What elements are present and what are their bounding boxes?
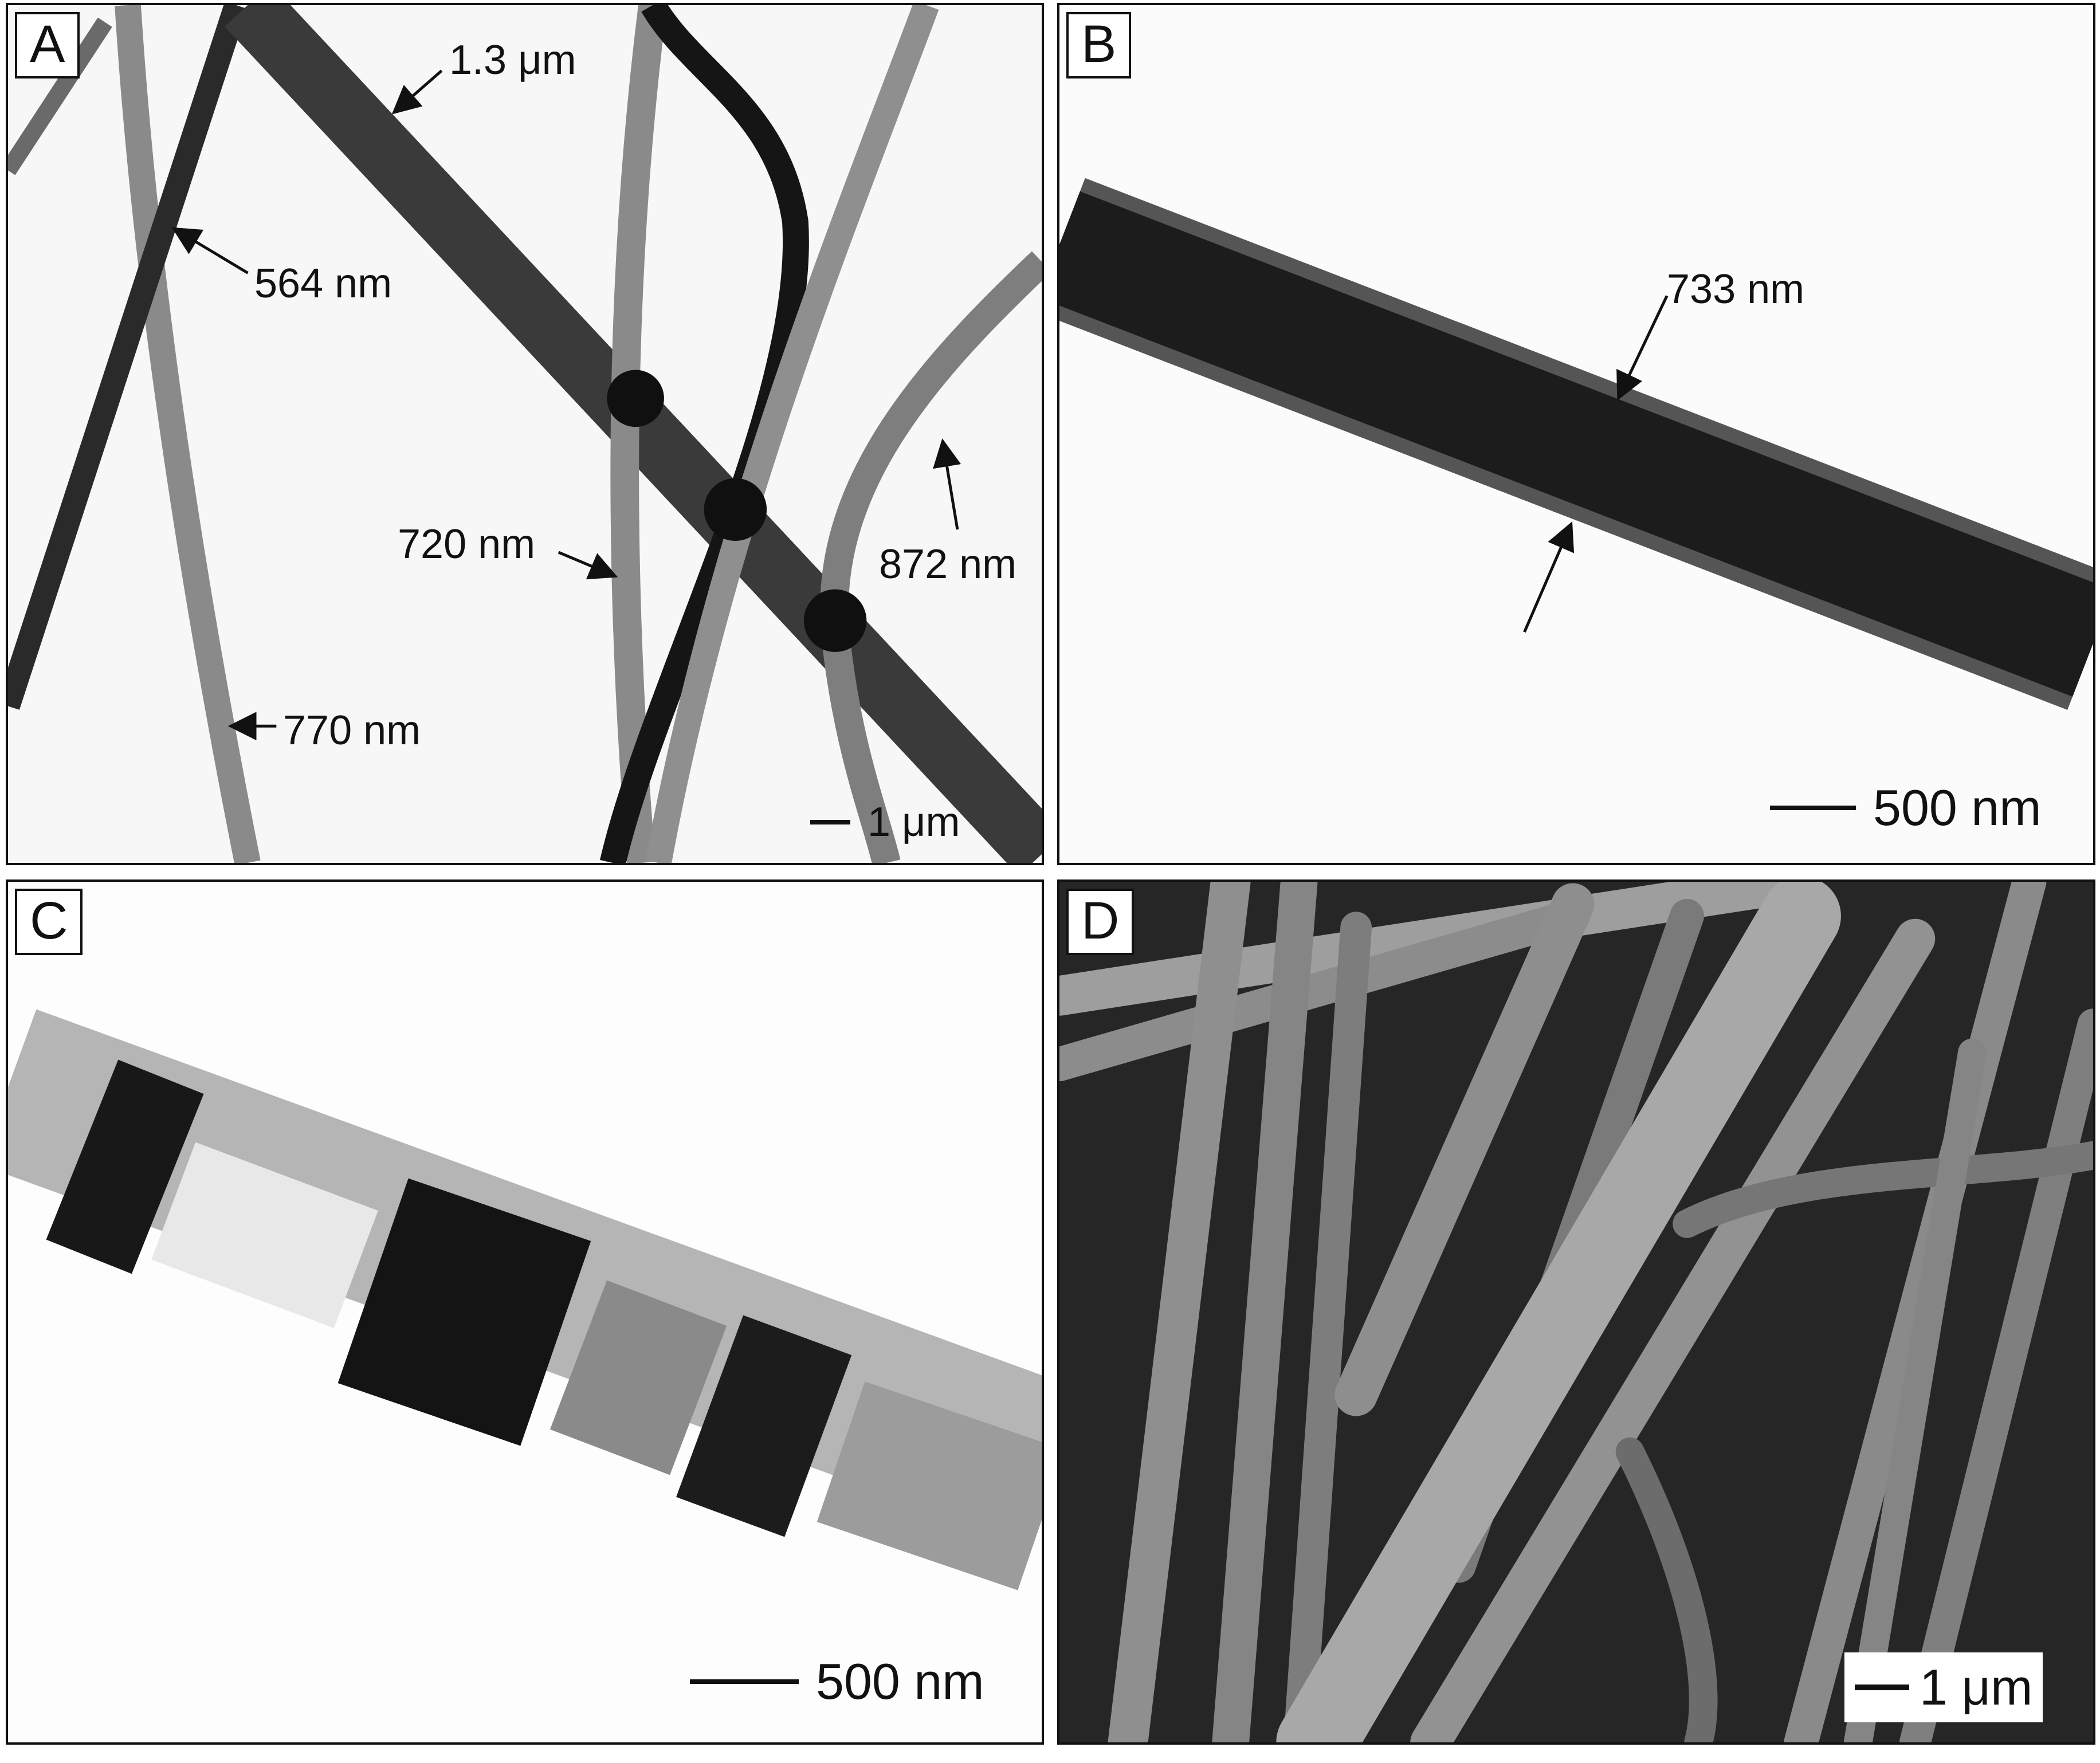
annotation-720-nm: 720 nm <box>398 521 536 567</box>
scale-bar-line <box>1770 806 1856 810</box>
panel-c-label: C <box>15 889 83 955</box>
scale-bar-label: 1 μm <box>1920 1659 2033 1715</box>
scale-bar-label: 500 nm <box>1873 779 2042 836</box>
panel-d: D 1 μm <box>1057 879 2095 1745</box>
panel-b-tem-image <box>1059 5 2093 863</box>
annotation-564-nm: 564 nm <box>254 261 392 307</box>
scale-bar-label: 500 nm <box>816 1653 984 1710</box>
panel-b-label: B <box>1066 12 1132 78</box>
panel-d-label: D <box>1066 889 1135 955</box>
annotation-733-nm: 733 nm <box>1667 266 1805 312</box>
scale-bar-line <box>1855 1685 1909 1690</box>
panel-d-sem-image <box>1059 882 2093 1742</box>
annotation-1-3-um: 1.3 μm <box>449 37 576 83</box>
panel-c-tem-image <box>8 882 1042 1742</box>
panel-b-scale-bar: 500 nm <box>1770 779 2042 837</box>
panel-c: C 500 nm <box>6 879 1044 1745</box>
scale-bar-line <box>690 1679 799 1684</box>
panel-a-tem-image <box>8 5 1042 863</box>
panel-a-scale-bar: 1 μm <box>810 799 960 846</box>
annotation-872-nm: 872 nm <box>879 541 1017 587</box>
panel-b: B 733 nm 500 nm <box>1057 3 2095 865</box>
scale-bar-label: 1 μm <box>868 799 960 845</box>
panel-a: A 1.3 μm 564 nm 720 nm 872 nm 770 nm 1 μ… <box>6 3 1044 865</box>
panel-d-scale-bar: 1 μm <box>1844 1652 2043 1722</box>
annotation-770-nm: 770 nm <box>283 708 421 753</box>
panel-c-scale-bar: 500 nm <box>690 1652 984 1711</box>
panel-a-label: A <box>15 12 80 78</box>
scale-bar-line <box>810 820 850 824</box>
